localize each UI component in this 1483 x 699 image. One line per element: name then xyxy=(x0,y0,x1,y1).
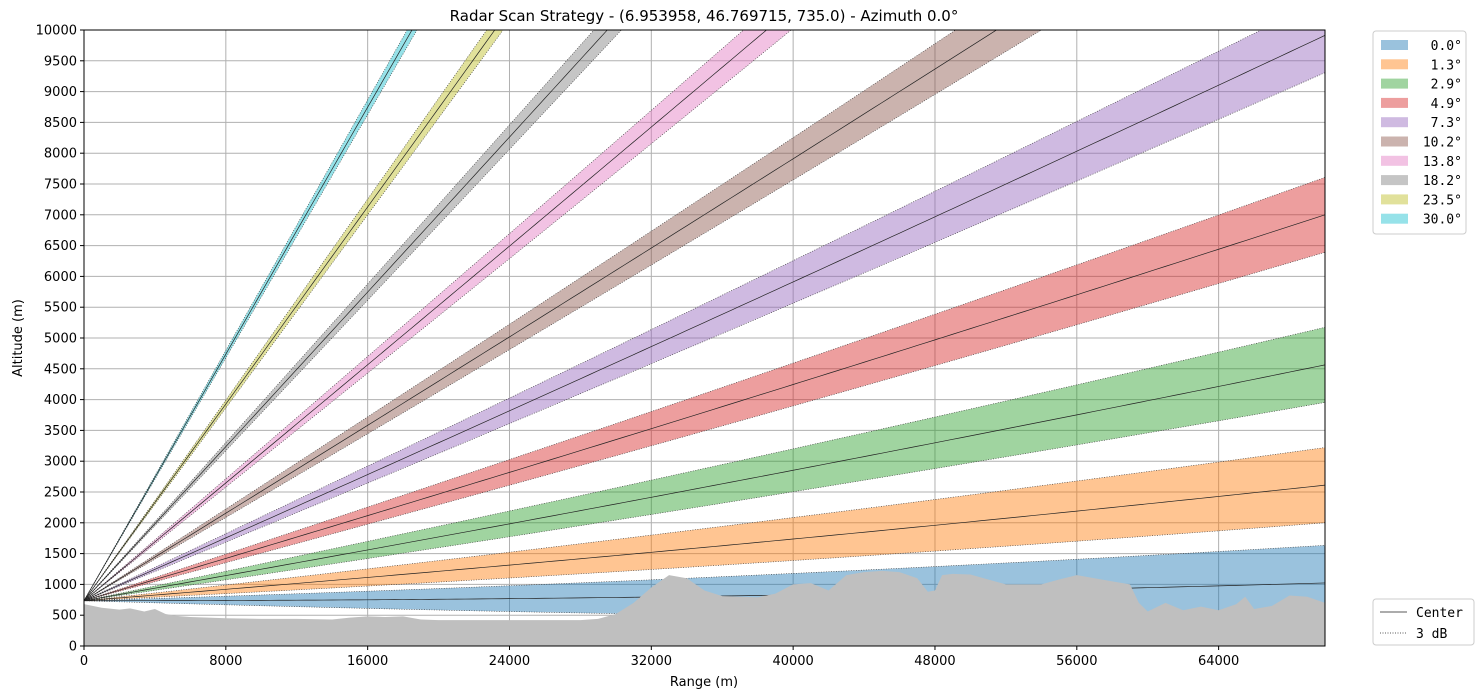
y-tick-label: 5000 xyxy=(44,332,77,347)
beam-3db-lower-3 xyxy=(84,251,1325,602)
legend-swatch-4 xyxy=(1381,117,1408,128)
legend-label-4: 7.3° xyxy=(1415,116,1462,131)
beam-center-3 xyxy=(84,214,1325,602)
legend-label-3: 4.9° xyxy=(1415,97,1462,112)
y-tick-label: 3500 xyxy=(44,424,77,439)
beam-center-9 xyxy=(84,30,413,601)
legend-swatch-0 xyxy=(1381,40,1408,50)
x-tick-label: 64000 xyxy=(1198,654,1239,669)
beam-band-1 xyxy=(84,447,1325,601)
y-tick-label: 0 xyxy=(69,640,77,655)
legend-swatch-1 xyxy=(1381,59,1408,70)
beam-3db-upper-2 xyxy=(84,327,1325,602)
elevation-legend-frame xyxy=(1372,30,1467,235)
legend-swatch-2 xyxy=(1381,78,1408,89)
beam-center-8 xyxy=(84,30,496,601)
legend-swatch-8 xyxy=(1381,194,1408,205)
beam-band-8 xyxy=(84,30,504,601)
y-tick-label: 4000 xyxy=(44,393,77,408)
y-tick-label: 8000 xyxy=(44,147,77,162)
legend-label-1: 1.3° xyxy=(1415,58,1462,73)
beam-band-6 xyxy=(84,30,792,601)
beam-3db-upper-3 xyxy=(84,177,1325,602)
line-style-legend: Center 3 dB xyxy=(1372,598,1475,646)
beam-band-5 xyxy=(84,30,1042,601)
y-axis-title: Altitude (m) xyxy=(11,299,26,377)
y-tick-label: 1000 xyxy=(44,578,77,593)
legend-label-5: 10.2° xyxy=(1415,136,1462,151)
terrain xyxy=(84,570,1325,646)
x-tick-label: 32000 xyxy=(631,654,672,669)
beam-3db-upper-4 xyxy=(84,30,1262,601)
beam-center-1 xyxy=(84,484,1325,602)
terrain-profile xyxy=(84,570,1325,646)
x-tick-label: 56000 xyxy=(1056,654,1097,669)
y-tick-label: 6000 xyxy=(44,270,77,285)
x-tick-label: 0 xyxy=(80,654,88,669)
y-tick-label: 3000 xyxy=(44,455,77,470)
beam-band-4 xyxy=(84,30,1325,601)
beam-3db-upper-8 xyxy=(84,30,488,601)
x-tick-label: 48000 xyxy=(914,654,955,669)
grid xyxy=(83,29,1325,647)
x-tick-label: 40000 xyxy=(772,654,813,669)
beam-3db-upper-0 xyxy=(84,545,1325,602)
beam-center-7 xyxy=(84,30,608,601)
y-tick-label: 7000 xyxy=(44,208,77,223)
y-tick-label: 5500 xyxy=(44,301,77,316)
y-tick-label: 4500 xyxy=(44,362,77,377)
legend-label-6: 13.8° xyxy=(1415,155,1462,170)
y-tick-label: 10000 xyxy=(36,24,77,39)
legend-swatch-7 xyxy=(1381,175,1408,186)
y-tick-label: 2000 xyxy=(44,516,77,531)
x-axis-title: Range (m) xyxy=(670,675,738,690)
beam-center-2 xyxy=(84,364,1325,602)
y-tick-label: 7500 xyxy=(44,178,77,193)
legend-label-0: 0.0° xyxy=(1415,39,1462,54)
y-axis-ticks: 0 500 1000 1500 2000 2500 3000 3500 4000 4500 5000… xyxy=(36,24,84,655)
beam-band-7 xyxy=(84,30,622,601)
elevation-legend: 0.0° 1.3° 2.9° 4.9° 7.3° 10.2° 13.8° 18.… xyxy=(1372,30,1467,235)
x-tick-label: 16000 xyxy=(347,654,388,669)
legend-swatch-3 xyxy=(1381,97,1408,108)
legend-swatch-5 xyxy=(1381,136,1408,147)
legend-swatch-6 xyxy=(1381,155,1408,166)
beam-3db-upper-1 xyxy=(84,447,1325,602)
y-tick-label: 8500 xyxy=(44,116,77,131)
beam-3db-upper-6 xyxy=(84,30,744,601)
chart-title: Radar Scan Strategy - (6.953958, 46.7697… xyxy=(450,7,959,25)
beam-3db-lower-9 xyxy=(84,30,418,601)
legend-label-7: 18.2° xyxy=(1415,174,1462,189)
legend-line-label-0: Center xyxy=(1416,606,1463,621)
beam-3db-lower-4 xyxy=(84,72,1325,602)
beam-bands xyxy=(84,30,1325,621)
line-legend-frame xyxy=(1372,598,1475,646)
y-tick-label: 1500 xyxy=(44,547,77,562)
y-tick-label: 6500 xyxy=(44,239,77,254)
y-tick-label: 9000 xyxy=(44,85,77,100)
y-tick-label: 500 xyxy=(52,609,77,624)
legend-line-label-1: 3 dB xyxy=(1416,627,1447,642)
legend-label-9: 30.0° xyxy=(1415,213,1462,228)
y-tick-label: 9500 xyxy=(44,54,77,69)
beam-3db-lower-2 xyxy=(84,402,1325,602)
beam-3db-lower-6 xyxy=(84,30,792,601)
y-tick-label: 2500 xyxy=(44,486,77,501)
legend-label-8: 23.5° xyxy=(1415,193,1462,208)
beam-3db-upper-5 xyxy=(84,30,957,601)
beam-center-4 xyxy=(84,35,1325,602)
beam-center-6 xyxy=(84,30,768,601)
x-tick-label: 8000 xyxy=(209,654,242,669)
x-axis-ticks: 0 8000 16000 24000 32000 40000 48000 56000 64000 xyxy=(80,646,1239,669)
legend-label-2: 2.9° xyxy=(1415,78,1462,93)
legend-swatch-9 xyxy=(1381,213,1408,224)
beam-center-5 xyxy=(84,30,998,602)
x-tick-label: 24000 xyxy=(489,654,530,669)
